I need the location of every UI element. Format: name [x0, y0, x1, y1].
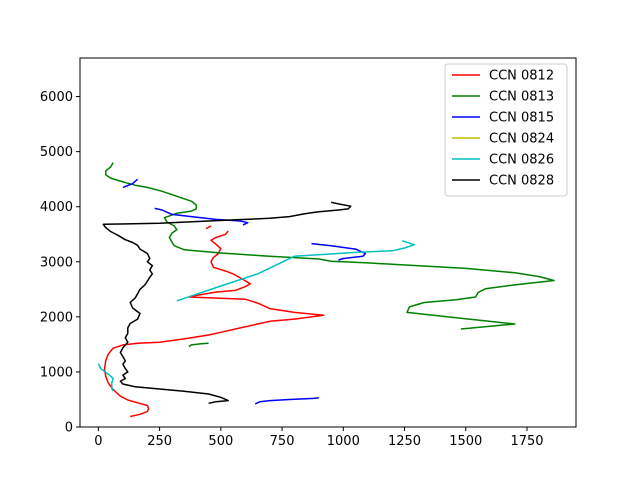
legend-label: CCN 0824	[489, 132, 554, 147]
series-layer	[97, 162, 555, 418]
y-axis: 0 1000 2000 3000 4000 5000 6000	[40, 90, 80, 436]
series-line-ccn-0828-seg-0	[102, 201, 352, 405]
legend-label: CCN 0813	[489, 90, 554, 105]
series-line-ccn-0813-seg-0	[104, 162, 555, 330]
y-tick-label: 0	[65, 421, 73, 436]
x-tick-label: 0	[94, 434, 102, 449]
y-tick-label: 4000	[40, 200, 73, 215]
y-tick-label: 2000	[40, 310, 73, 325]
series-line-ccn-0815-seg-2	[311, 242, 367, 261]
x-tick-label: 500	[208, 434, 233, 449]
x-axis: 0 250 500 750 1000 1250 1500 1750	[94, 427, 544, 449]
series-line-ccn-0815-seg-3	[254, 397, 319, 405]
legend-label: CCN 0812	[489, 69, 554, 84]
y-tick-label: 3000	[40, 255, 73, 270]
legend-box	[444, 63, 568, 197]
legend: CCN 0812 CCN 0813 CCN 0815 CCN 0824 CCN 0826…	[444, 63, 568, 197]
x-tick-label: 1750	[510, 434, 543, 449]
legend-label: CCN 0826	[489, 153, 554, 168]
series-line-ccn-0812-seg-1	[205, 225, 212, 230]
x-tick-label: 1000	[327, 434, 360, 449]
y-tick-label: 5000	[40, 145, 73, 160]
series-line-ccn-0815-seg-1	[154, 207, 249, 226]
series-line-ccn-0815-seg-0	[122, 178, 139, 189]
x-tick-label: 250	[147, 434, 172, 449]
series-line-ccn-0826-seg-0	[97, 363, 114, 392]
x-tick-label: 1500	[449, 434, 482, 449]
legend-label: CCN 0815	[489, 111, 554, 126]
y-tick-label: 6000	[40, 90, 73, 105]
axes-frame	[79, 57, 577, 428]
legend-label: CCN 0828	[489, 174, 554, 189]
x-tick-label: 750	[270, 434, 295, 449]
y-tick-label: 1000	[40, 365, 73, 380]
series-line-ccn-0813-seg-1	[188, 342, 209, 348]
x-tick-label: 1250	[388, 434, 421, 449]
series-line-ccn-0826-seg-1	[176, 240, 416, 302]
